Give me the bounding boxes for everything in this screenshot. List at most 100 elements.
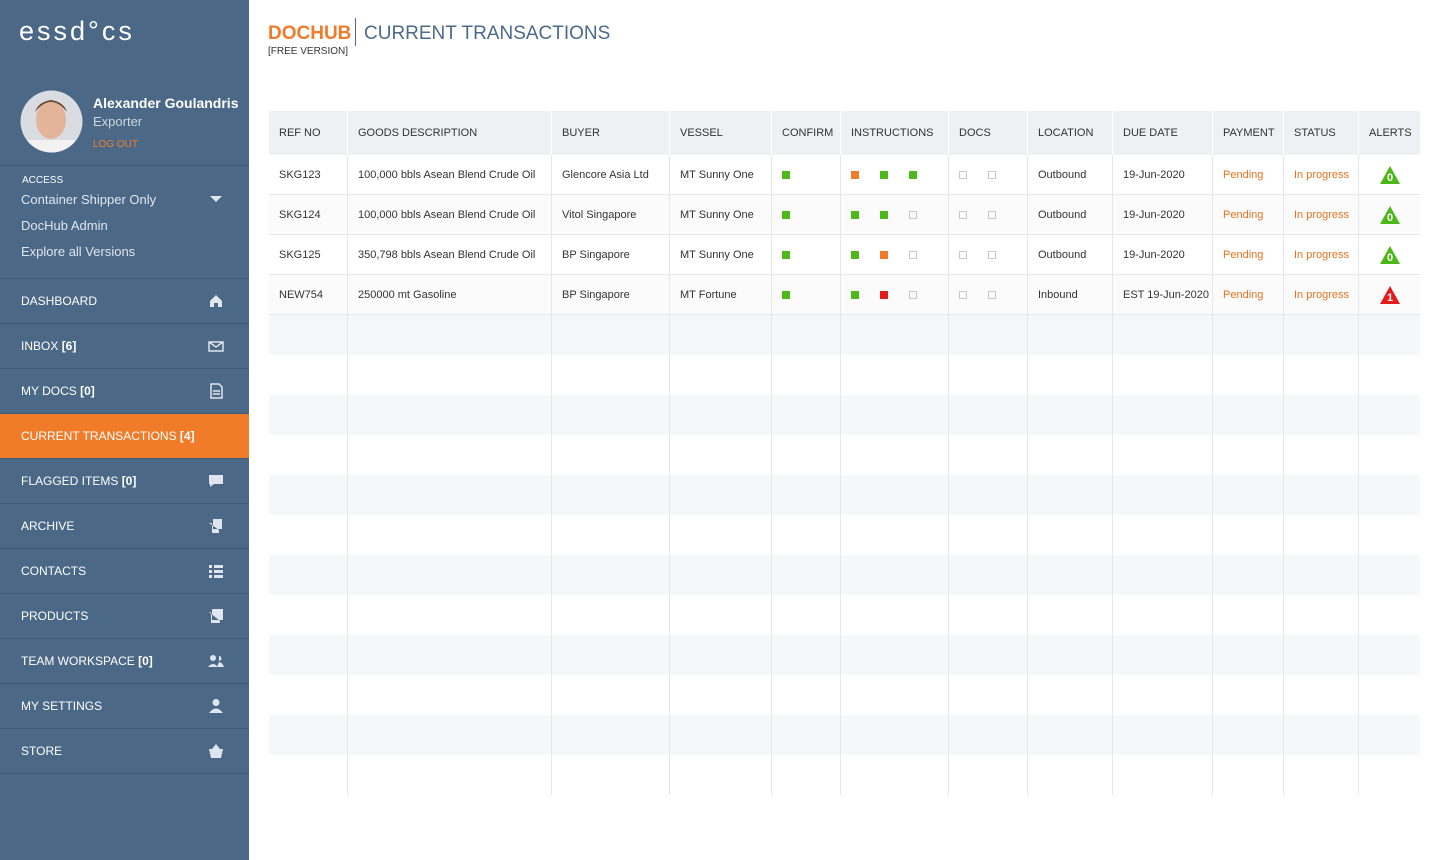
nav-item[interactable]: STORE bbox=[0, 729, 249, 773]
cell bbox=[1028, 635, 1113, 675]
cell bbox=[1028, 675, 1113, 715]
access-label: ACCESS bbox=[22, 175, 64, 186]
nav-icon bbox=[209, 609, 223, 623]
nav-item[interactable]: DASHBOARD bbox=[0, 279, 249, 323]
nav-item[interactable]: MY SETTINGS bbox=[0, 684, 249, 728]
separator bbox=[0, 593, 249, 594]
nav-item[interactable]: ARCHIVE bbox=[0, 504, 249, 548]
empty-row bbox=[269, 635, 1420, 675]
cell bbox=[670, 515, 772, 555]
cell-text[interactable]: SKG125 bbox=[279, 248, 321, 261]
column-header[interactable]: PAYMENT bbox=[1213, 111, 1284, 155]
cell bbox=[1359, 355, 1420, 395]
table-row[interactable]: SKG125 350,798 bbls Asean Blend Crude Oil… bbox=[269, 235, 1420, 275]
cell bbox=[1284, 755, 1359, 795]
icon-shape bbox=[209, 475, 223, 487]
column-header[interactable]: REF NO bbox=[269, 111, 348, 155]
column-header[interactable]: STATUS bbox=[1284, 111, 1359, 155]
cell: SKG124 bbox=[269, 195, 348, 234]
cell-text: EST 19-Jun-2020 bbox=[1123, 288, 1210, 301]
cell: SKG125 bbox=[269, 235, 348, 274]
alert-badge[interactable]: 1 bbox=[1379, 285, 1401, 305]
cell bbox=[1359, 555, 1420, 595]
nav-item[interactable]: TEAM WORKSPACE [0] bbox=[0, 639, 249, 683]
status-square bbox=[851, 210, 859, 219]
cell-text: In progress bbox=[1294, 288, 1350, 301]
cell bbox=[348, 675, 552, 715]
cell bbox=[348, 475, 552, 515]
cell-text[interactable]: SKG124 bbox=[279, 208, 321, 221]
logo[interactable]: essd°cs bbox=[19, 16, 135, 46]
separator bbox=[0, 503, 249, 504]
column-header[interactable]: ALERTS bbox=[1369, 127, 1412, 139]
cell bbox=[841, 595, 949, 635]
cell bbox=[1028, 435, 1113, 475]
nav-item[interactable]: CONTACTS bbox=[0, 549, 249, 593]
access-link[interactable]: Explore all Versions bbox=[21, 244, 136, 259]
cell bbox=[1359, 755, 1420, 795]
column-header[interactable]: DOCS bbox=[949, 111, 1028, 155]
separator bbox=[0, 278, 249, 279]
column-header[interactable]: LOCATION bbox=[1028, 111, 1113, 155]
table-row[interactable]: SKG123 100,000 bbls Asean Blend Crude Oil… bbox=[269, 155, 1420, 195]
status-square bbox=[782, 250, 790, 259]
cell bbox=[670, 355, 772, 395]
cell-text[interactable]: NEW754 bbox=[279, 288, 324, 301]
cell: Pending bbox=[1213, 155, 1284, 194]
logout-link[interactable]: LOG OUT bbox=[93, 139, 139, 150]
nav-item[interactable]: FLAGGED ITEMS [0] bbox=[0, 459, 249, 503]
column-header[interactable]: VESSEL bbox=[670, 111, 772, 155]
table-row[interactable]: NEW754 250000 mt Gasoline BP Singapore MT F… bbox=[269, 275, 1420, 315]
cell: 0 bbox=[1359, 155, 1420, 194]
cell bbox=[841, 235, 949, 274]
cell bbox=[1213, 315, 1284, 355]
cell bbox=[772, 395, 841, 435]
access-select[interactable]: Container Shipper Only bbox=[21, 192, 157, 207]
column-header[interactable]: CONFIRM bbox=[772, 111, 841, 155]
cell bbox=[269, 715, 348, 755]
avatar bbox=[20, 90, 83, 153]
nav-item[interactable]: PRODUCTS bbox=[0, 594, 249, 638]
empty-square bbox=[909, 250, 917, 259]
cell-text: Pending bbox=[1223, 288, 1264, 301]
nav-icon bbox=[209, 744, 223, 758]
column-header[interactable]: GOODS DESCRIPTION bbox=[348, 111, 552, 155]
cell: NEW754 bbox=[269, 275, 348, 314]
separator bbox=[0, 413, 249, 414]
cell bbox=[670, 315, 772, 355]
cell-text: Inbound bbox=[1038, 288, 1078, 301]
cell-text: 19-Jun-2020 bbox=[1123, 168, 1185, 181]
nav-item[interactable]: INBOX [6] bbox=[0, 324, 249, 368]
dropdown-arrow[interactable] bbox=[210, 196, 222, 203]
nav-item[interactable]: CURRENT TRANSACTIONS [4] bbox=[0, 414, 249, 458]
nav-item[interactable]: MY DOCS [0] bbox=[0, 369, 249, 413]
cell bbox=[1028, 715, 1113, 755]
alert-count: 0 bbox=[1386, 252, 1392, 264]
cell bbox=[1213, 755, 1284, 795]
column-header[interactable]: DUE DATE bbox=[1113, 111, 1213, 155]
nav-icon bbox=[209, 699, 223, 713]
nav-count: [4] bbox=[179, 429, 195, 443]
cell bbox=[670, 555, 772, 595]
nav-icon bbox=[209, 519, 222, 533]
alert-badge[interactable]: 0 bbox=[1379, 205, 1401, 225]
cell-text: Vitol Singapore bbox=[562, 208, 637, 221]
column-header[interactable]: INSTRUCTIONS bbox=[841, 111, 949, 155]
alert-triangle bbox=[1379, 165, 1400, 184]
table-row[interactable]: SKG124 100,000 bbls Asean Blend Crude Oil… bbox=[269, 195, 1420, 235]
column-header[interactable]: BUYER bbox=[552, 111, 670, 155]
cell: MT Fortune bbox=[670, 275, 772, 314]
cell bbox=[772, 595, 841, 635]
cell bbox=[552, 475, 670, 515]
alert-badge[interactable]: 0 bbox=[1379, 245, 1401, 265]
alert-badge[interactable]: 0 bbox=[1379, 165, 1401, 185]
icon-shape bbox=[210, 383, 223, 399]
nav-label: FLAGGED ITEMS [0] bbox=[21, 474, 137, 488]
cell bbox=[670, 395, 772, 435]
nav-icon bbox=[208, 341, 224, 352]
status-square bbox=[782, 210, 790, 219]
cell bbox=[348, 715, 552, 755]
cell bbox=[1284, 635, 1359, 675]
cell-text[interactable]: SKG123 bbox=[279, 168, 321, 181]
access-link[interactable]: DocHub Admin bbox=[21, 218, 108, 233]
